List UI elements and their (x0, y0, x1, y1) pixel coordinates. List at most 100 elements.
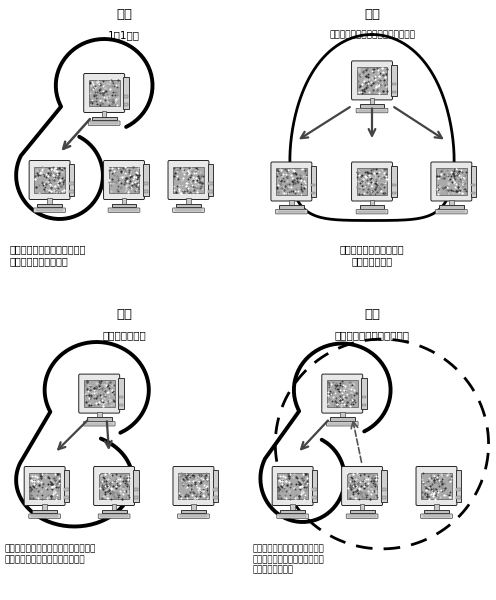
Bar (47, 198, 52, 204)
Bar (382, 496, 386, 499)
Bar (119, 404, 124, 406)
Bar (42, 504, 47, 510)
FancyBboxPatch shape (271, 162, 312, 201)
Bar (456, 488, 461, 491)
Bar (64, 488, 69, 491)
Bar (102, 111, 107, 117)
Bar (347, 473, 377, 499)
Bar (362, 378, 367, 409)
Bar (119, 396, 124, 398)
Bar (381, 470, 387, 502)
FancyBboxPatch shape (431, 162, 472, 201)
FancyBboxPatch shape (29, 514, 61, 518)
FancyBboxPatch shape (346, 514, 378, 518)
Bar (311, 184, 315, 186)
Bar (289, 199, 294, 205)
Bar (208, 164, 213, 196)
Bar (362, 404, 367, 406)
Bar (122, 198, 126, 204)
FancyBboxPatch shape (88, 121, 120, 125)
Bar (290, 504, 295, 510)
FancyBboxPatch shape (34, 208, 65, 212)
Bar (357, 67, 387, 94)
Text: 多播: 多播 (116, 307, 132, 320)
Bar (134, 496, 138, 499)
Bar (112, 504, 117, 510)
Text: 好比一个学校只针对一年级一班的同学
下达通知或对各委员会下发文件。: 好比一个学校只针对一年级一班的同学 下达通知或对各委员会下发文件。 (5, 545, 96, 564)
Bar (208, 190, 213, 193)
Text: 好比全校早会上校长面向
全体师生讲话。: 好比全校早会上校长面向 全体师生讲话。 (340, 245, 404, 266)
FancyBboxPatch shape (435, 209, 467, 214)
Bar (424, 510, 449, 514)
FancyBboxPatch shape (421, 514, 452, 518)
Bar (133, 470, 139, 502)
Bar (112, 204, 136, 208)
Bar (276, 168, 307, 195)
Bar (391, 65, 397, 96)
Bar (436, 168, 467, 195)
FancyBboxPatch shape (173, 467, 214, 505)
Bar (449, 199, 454, 205)
Bar (391, 166, 397, 197)
Bar (32, 510, 57, 514)
Bar (178, 473, 209, 499)
Bar (69, 164, 74, 196)
FancyBboxPatch shape (272, 467, 313, 505)
Bar (173, 167, 204, 193)
Bar (360, 504, 365, 510)
Bar (34, 167, 65, 193)
Bar (357, 168, 387, 195)
Bar (312, 470, 317, 502)
Bar (392, 83, 396, 85)
Bar (181, 510, 206, 514)
Bar (392, 91, 396, 93)
FancyBboxPatch shape (173, 208, 204, 212)
Bar (144, 190, 148, 193)
Bar (471, 166, 476, 197)
Bar (87, 418, 112, 421)
Bar (456, 470, 461, 502)
Text: 所有计算机（限同一个数据链路内）: 所有计算机（限同一个数据链路内） (329, 30, 415, 39)
Bar (360, 104, 384, 108)
FancyBboxPatch shape (356, 109, 388, 113)
Bar (330, 418, 355, 421)
FancyBboxPatch shape (352, 162, 392, 201)
Text: 好比老师想在一年级一班找一个
同学发一下学习材料，而某个学
生就过来帮忙了。: 好比老师想在一年级一班找一个 同学发一下学习材料，而某个学 生就过来帮忙了。 (253, 545, 325, 574)
Bar (176, 204, 201, 208)
Bar (362, 396, 367, 398)
FancyBboxPatch shape (104, 160, 144, 199)
Bar (279, 205, 304, 209)
Bar (191, 504, 196, 510)
Bar (144, 182, 148, 185)
Bar (350, 510, 374, 514)
FancyBboxPatch shape (79, 374, 120, 413)
Bar (99, 473, 129, 499)
Bar (124, 103, 128, 106)
FancyBboxPatch shape (352, 61, 392, 100)
Bar (370, 98, 374, 104)
Bar (213, 470, 218, 502)
Bar (310, 166, 316, 197)
Text: 单播: 单播 (116, 7, 132, 20)
Bar (143, 164, 149, 196)
Bar (360, 205, 384, 209)
Text: 好比学生与老师之间、同学与
同学之间一对一对话。: 好比学生与老师之间、同学与 同学之间一对一对话。 (10, 245, 86, 266)
Bar (370, 199, 374, 205)
Bar (327, 380, 358, 407)
Bar (102, 510, 126, 514)
Bar (69, 182, 74, 185)
Bar (311, 192, 315, 194)
Bar (84, 380, 115, 407)
Bar (434, 504, 439, 510)
Bar (280, 510, 305, 514)
Bar (312, 496, 317, 499)
Bar (456, 496, 461, 499)
FancyBboxPatch shape (108, 208, 140, 212)
Bar (97, 412, 102, 418)
Bar (64, 470, 69, 502)
FancyBboxPatch shape (276, 209, 307, 214)
FancyBboxPatch shape (168, 160, 209, 199)
Bar (471, 184, 476, 186)
FancyBboxPatch shape (416, 467, 457, 505)
Bar (29, 473, 60, 499)
